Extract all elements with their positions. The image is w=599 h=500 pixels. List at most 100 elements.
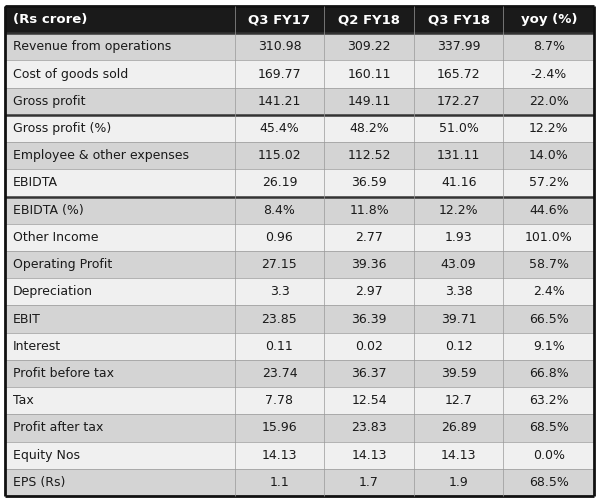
Bar [5,332,235,360]
Bar [503,196,594,224]
Bar [5,306,235,332]
Text: Q3 FY18: Q3 FY18 [428,13,490,26]
Text: Cost of goods sold: Cost of goods sold [13,68,128,80]
Bar [414,387,503,414]
Bar [503,142,594,170]
Bar [235,278,324,305]
Bar [5,88,235,115]
Bar [235,196,324,224]
Text: 45.4%: 45.4% [259,122,300,135]
Text: yoy (%): yoy (%) [521,13,577,26]
Text: 12.54: 12.54 [351,394,387,407]
Text: 7.78: 7.78 [265,394,294,407]
Text: 1.9: 1.9 [449,476,468,489]
Bar [235,224,324,251]
Bar [5,278,235,305]
Text: Other Income: Other Income [13,231,98,244]
Text: 51.0%: 51.0% [438,122,479,135]
Text: 66.8%: 66.8% [529,367,568,380]
Bar [5,469,235,496]
Text: 8.7%: 8.7% [533,40,565,54]
Text: Equity Nos: Equity Nos [13,448,80,462]
Text: 14.13: 14.13 [351,448,387,462]
Bar [414,251,503,278]
Bar [324,60,414,88]
Bar [503,442,594,469]
Bar [324,387,414,414]
Text: 15.96: 15.96 [262,422,297,434]
Text: EBIDTA (%): EBIDTA (%) [13,204,83,216]
Bar [414,142,503,170]
Text: Profit before tax: Profit before tax [13,367,114,380]
Text: Tax: Tax [13,394,34,407]
Bar [324,332,414,360]
Text: EBIDTA: EBIDTA [13,176,58,190]
Bar [235,469,324,496]
Text: 1.7: 1.7 [359,476,379,489]
Bar [414,414,503,442]
Bar [503,60,594,88]
Text: Operating Profit: Operating Profit [13,258,112,271]
Bar [324,196,414,224]
Text: 36.39: 36.39 [351,312,387,326]
Bar [414,88,503,115]
Text: 12.7: 12.7 [445,394,473,407]
Bar [235,60,324,88]
Text: 14.13: 14.13 [262,448,297,462]
Bar [5,360,235,387]
Text: 63.2%: 63.2% [529,394,568,407]
Text: 26.19: 26.19 [262,176,297,190]
Bar [235,442,324,469]
Text: 112.52: 112.52 [347,149,391,162]
Bar [5,414,235,442]
Text: EBIT: EBIT [13,312,41,326]
Text: 165.72: 165.72 [437,68,480,80]
Bar [503,414,594,442]
Bar [503,88,594,115]
Text: Q3 FY17: Q3 FY17 [249,13,310,26]
Text: 337.99: 337.99 [437,40,480,54]
Bar [324,278,414,305]
Bar [235,88,324,115]
Bar [414,306,503,332]
Text: 309.22: 309.22 [347,40,391,54]
Text: 101.0%: 101.0% [525,231,573,244]
Text: 39.71: 39.71 [441,312,476,326]
Bar [503,469,594,496]
Text: 310.98: 310.98 [258,40,301,54]
Text: 43.09: 43.09 [441,258,476,271]
Text: 36.59: 36.59 [351,176,387,190]
Text: 14.13: 14.13 [441,448,476,462]
Text: Profit after tax: Profit after tax [13,422,103,434]
Bar [235,33,324,60]
Text: 26.89: 26.89 [441,422,476,434]
Bar [324,360,414,387]
Bar [503,360,594,387]
Text: 23.85: 23.85 [262,312,297,326]
Bar [5,224,235,251]
Bar [414,360,503,387]
Bar [324,142,414,170]
Bar [5,442,235,469]
Text: 39.59: 39.59 [441,367,476,380]
Text: 1.93: 1.93 [445,231,473,244]
Bar [235,251,324,278]
Text: 141.21: 141.21 [258,95,301,108]
Bar [414,60,503,88]
Text: Q2 FY18: Q2 FY18 [338,13,400,26]
Text: 169.77: 169.77 [258,68,301,80]
Bar [235,142,324,170]
Text: 131.11: 131.11 [437,149,480,162]
Bar [503,278,594,305]
Text: 27.15: 27.15 [262,258,297,271]
Bar [503,251,594,278]
Bar [235,360,324,387]
Bar [414,442,503,469]
Bar [414,224,503,251]
Bar [324,224,414,251]
Bar [503,6,594,33]
Text: 8.4%: 8.4% [264,204,295,216]
Bar [414,6,503,33]
Text: 23.74: 23.74 [262,367,297,380]
Text: 48.2%: 48.2% [349,122,389,135]
